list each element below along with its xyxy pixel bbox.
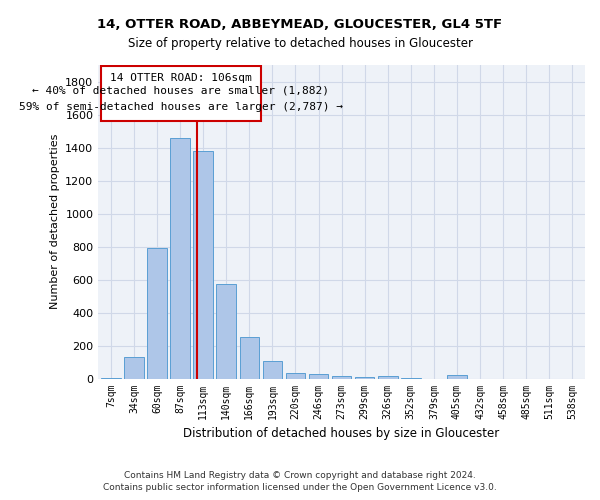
Bar xyxy=(355,377,374,378)
Bar xyxy=(309,374,328,378)
Bar xyxy=(286,373,305,378)
Bar xyxy=(124,357,144,378)
Bar xyxy=(147,248,167,378)
FancyBboxPatch shape xyxy=(101,66,261,121)
Text: ← 40% of detached houses are smaller (1,882): ← 40% of detached houses are smaller (1,… xyxy=(32,86,329,96)
Bar xyxy=(170,138,190,378)
Text: 59% of semi-detached houses are larger (2,787) →: 59% of semi-detached houses are larger (… xyxy=(19,102,343,112)
Bar xyxy=(332,376,352,378)
Bar xyxy=(447,376,467,378)
Text: 14, OTTER ROAD, ABBEYMEAD, GLOUCESTER, GL4 5TF: 14, OTTER ROAD, ABBEYMEAD, GLOUCESTER, G… xyxy=(97,18,503,30)
Bar xyxy=(217,284,236,378)
Bar xyxy=(263,361,282,378)
Bar xyxy=(378,376,398,378)
X-axis label: Distribution of detached houses by size in Gloucester: Distribution of detached houses by size … xyxy=(184,427,500,440)
Y-axis label: Number of detached properties: Number of detached properties xyxy=(50,134,59,310)
Bar xyxy=(239,338,259,378)
Text: 14 OTTER ROAD: 106sqm: 14 OTTER ROAD: 106sqm xyxy=(110,74,251,84)
Text: Contains public sector information licensed under the Open Government Licence v3: Contains public sector information licen… xyxy=(103,484,497,492)
Text: Size of property relative to detached houses in Gloucester: Size of property relative to detached ho… xyxy=(128,38,473,51)
Bar xyxy=(193,151,213,378)
Text: Contains HM Land Registry data © Crown copyright and database right 2024.: Contains HM Land Registry data © Crown c… xyxy=(124,471,476,480)
